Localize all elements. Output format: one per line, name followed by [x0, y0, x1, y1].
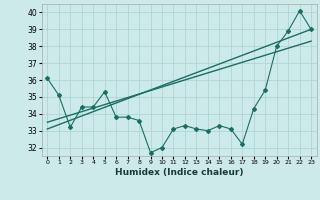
X-axis label: Humidex (Indice chaleur): Humidex (Indice chaleur): [115, 168, 244, 177]
